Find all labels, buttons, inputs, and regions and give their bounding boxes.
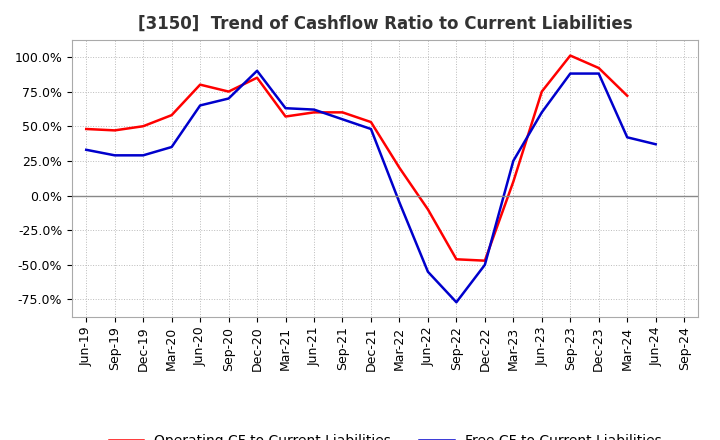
Operating CF to Current Liabilities xyxy=(423,207,432,212)
Operating CF to Current Liabilities xyxy=(225,89,233,94)
Operating CF to Current Liabilities xyxy=(253,75,261,81)
Operating CF to Current Liabilities xyxy=(110,128,119,133)
Operating CF to Current Liabilities xyxy=(310,110,318,115)
Free CF to Current Liabilities xyxy=(310,107,318,112)
Free CF to Current Liabilities xyxy=(110,153,119,158)
Free CF to Current Liabilities xyxy=(338,117,347,122)
Free CF to Current Liabilities xyxy=(566,71,575,76)
Free CF to Current Liabilities xyxy=(139,153,148,158)
Free CF to Current Liabilities xyxy=(595,71,603,76)
Free CF to Current Liabilities xyxy=(395,200,404,205)
Operating CF to Current Liabilities xyxy=(595,66,603,71)
Free CF to Current Liabilities xyxy=(196,103,204,108)
Free CF to Current Liabilities xyxy=(366,126,375,132)
Legend: Operating CF to Current Liabilities, Free CF to Current Liabilities: Operating CF to Current Liabilities, Fre… xyxy=(103,429,667,440)
Free CF to Current Liabilities xyxy=(452,300,461,305)
Free CF to Current Liabilities xyxy=(225,96,233,101)
Free CF to Current Liabilities xyxy=(537,110,546,115)
Free CF to Current Liabilities xyxy=(652,142,660,147)
Free CF to Current Liabilities xyxy=(282,106,290,111)
Free CF to Current Liabilities xyxy=(509,158,518,164)
Operating CF to Current Liabilities xyxy=(82,126,91,132)
Line: Operating CF to Current Liabilities: Operating CF to Current Liabilities xyxy=(86,55,627,260)
Operating CF to Current Liabilities xyxy=(480,258,489,263)
Free CF to Current Liabilities xyxy=(623,135,631,140)
Operating CF to Current Liabilities xyxy=(509,179,518,184)
Operating CF to Current Liabilities xyxy=(282,114,290,119)
Free CF to Current Liabilities xyxy=(423,269,432,275)
Free CF to Current Liabilities xyxy=(167,144,176,150)
Free CF to Current Liabilities xyxy=(480,262,489,268)
Line: Free CF to Current Liabilities: Free CF to Current Liabilities xyxy=(86,71,656,302)
Operating CF to Current Liabilities xyxy=(566,53,575,58)
Operating CF to Current Liabilities xyxy=(537,89,546,94)
Operating CF to Current Liabilities xyxy=(452,257,461,262)
Operating CF to Current Liabilities xyxy=(623,93,631,99)
Operating CF to Current Liabilities xyxy=(395,165,404,170)
Free CF to Current Liabilities xyxy=(82,147,91,152)
Operating CF to Current Liabilities xyxy=(167,113,176,118)
Free CF to Current Liabilities xyxy=(253,68,261,73)
Operating CF to Current Liabilities xyxy=(338,110,347,115)
Operating CF to Current Liabilities xyxy=(196,82,204,87)
Title: [3150]  Trend of Cashflow Ratio to Current Liabilities: [3150] Trend of Cashflow Ratio to Curren… xyxy=(138,15,632,33)
Operating CF to Current Liabilities xyxy=(366,119,375,125)
Operating CF to Current Liabilities xyxy=(139,124,148,129)
